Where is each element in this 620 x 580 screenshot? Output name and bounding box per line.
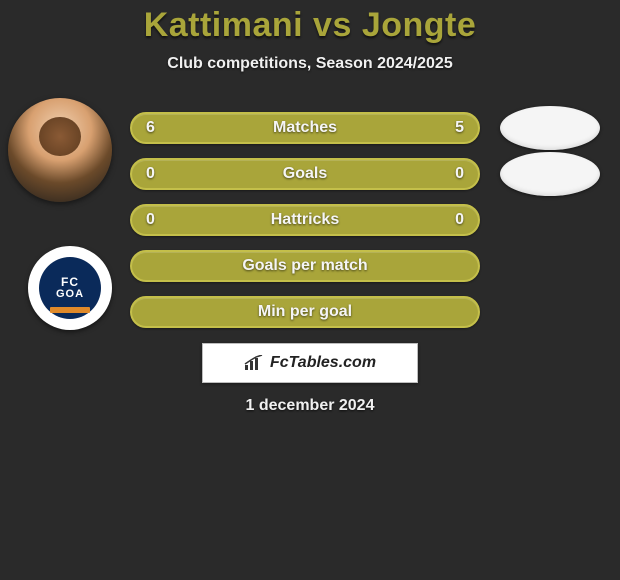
right-decor-cell	[480, 106, 620, 150]
stat-row: 0 Hattricks 0	[0, 197, 620, 243]
stat-row: 6 Matches 5	[0, 105, 620, 151]
stat-pill: 6 Matches 5	[130, 112, 480, 144]
stat-value-right: 0	[455, 211, 464, 229]
stat-pill: 0 Hattricks 0	[130, 204, 480, 236]
stat-label: Hattricks	[271, 211, 339, 229]
branding-text: FcTables.com	[270, 354, 376, 372]
stat-value-right: 0	[455, 165, 464, 183]
stat-label: Matches	[273, 119, 337, 137]
stat-label: Goals	[283, 165, 327, 183]
right-decor-cell	[480, 152, 620, 196]
page-title: Kattimani vs Jongte	[0, 6, 620, 45]
club-badge: FCGOA	[28, 246, 112, 330]
comparison-card: Kattimani vs Jongte Club competitions, S…	[0, 0, 620, 415]
stat-pill-cell: Min per goal	[130, 296, 480, 328]
club-code-bottom: GOA	[56, 289, 84, 300]
stat-pill-cell: 6 Matches 5	[130, 112, 480, 144]
blank-avatar	[500, 106, 600, 150]
stat-value-left: 0	[146, 165, 155, 183]
subtitle: Club competitions, Season 2024/2025	[0, 55, 620, 73]
stat-value-left: 0	[146, 211, 155, 229]
stats-list: 6Matches50Goals00Hattricks0FCGOAGoals pe…	[0, 105, 620, 335]
stat-row: FCGOAGoals per match	[0, 243, 620, 289]
chart-icon	[244, 355, 264, 371]
date-label: 1 december 2024	[0, 397, 620, 415]
branding-badge[interactable]: FcTables.com	[202, 343, 418, 383]
club-badge-inner: FCGOA	[39, 257, 101, 319]
stat-pill: Goals per match	[130, 250, 480, 282]
club-stripe	[50, 307, 90, 313]
stat-pill: Min per goal	[130, 296, 480, 328]
stat-value-right: 5	[455, 119, 464, 137]
club-code-top: FC	[61, 276, 79, 288]
stat-pill-cell: 0 Goals 0	[130, 158, 480, 190]
stat-label: Min per goal	[258, 303, 352, 321]
blank-avatar	[500, 152, 600, 196]
stat-value-left: 6	[146, 119, 155, 137]
stat-label: Goals per match	[242, 257, 367, 275]
player-avatar	[8, 98, 112, 202]
stat-pill: 0 Goals 0	[130, 158, 480, 190]
stat-pill-cell: Goals per match	[130, 250, 480, 282]
stat-pill-cell: 0 Hattricks 0	[130, 204, 480, 236]
